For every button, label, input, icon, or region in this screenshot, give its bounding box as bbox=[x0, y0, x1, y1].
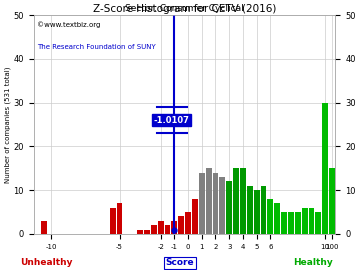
Bar bbox=[206, 168, 212, 234]
Bar bbox=[171, 221, 177, 234]
Bar bbox=[185, 212, 191, 234]
Bar bbox=[178, 217, 184, 234]
Bar bbox=[212, 173, 219, 234]
Bar bbox=[274, 203, 280, 234]
Bar bbox=[41, 221, 47, 234]
Bar bbox=[267, 199, 273, 234]
Text: Healthy: Healthy bbox=[293, 258, 333, 267]
Text: ©www.textbiz.org: ©www.textbiz.org bbox=[37, 22, 100, 28]
Text: -1.0107: -1.0107 bbox=[154, 116, 190, 125]
Title: Z-Score Histogram for CETV (2016): Z-Score Histogram for CETV (2016) bbox=[93, 5, 276, 15]
Bar bbox=[261, 186, 266, 234]
Bar bbox=[192, 199, 198, 234]
Text: Unhealthy: Unhealthy bbox=[21, 258, 73, 267]
Bar bbox=[144, 230, 150, 234]
Bar bbox=[117, 203, 122, 234]
Bar bbox=[233, 168, 239, 234]
Bar bbox=[309, 208, 314, 234]
Bar bbox=[281, 212, 287, 234]
Bar bbox=[315, 212, 321, 234]
Bar bbox=[322, 103, 328, 234]
Bar bbox=[302, 208, 307, 234]
Text: Score: Score bbox=[166, 258, 194, 267]
Bar bbox=[220, 177, 225, 234]
Text: Sector: Consumer Cyclical: Sector: Consumer Cyclical bbox=[125, 4, 244, 13]
Bar bbox=[226, 181, 232, 234]
Bar bbox=[240, 168, 246, 234]
Bar bbox=[247, 186, 253, 234]
Bar bbox=[165, 225, 170, 234]
Bar bbox=[151, 225, 157, 234]
Bar bbox=[158, 221, 163, 234]
Bar bbox=[288, 212, 294, 234]
Bar bbox=[199, 173, 205, 234]
Bar bbox=[137, 230, 143, 234]
Y-axis label: Number of companies (531 total): Number of companies (531 total) bbox=[4, 66, 11, 183]
Text: The Research Foundation of SUNY: The Research Foundation of SUNY bbox=[37, 44, 156, 50]
Bar bbox=[110, 208, 116, 234]
Bar bbox=[295, 212, 301, 234]
Bar bbox=[254, 190, 260, 234]
Bar bbox=[329, 168, 335, 234]
